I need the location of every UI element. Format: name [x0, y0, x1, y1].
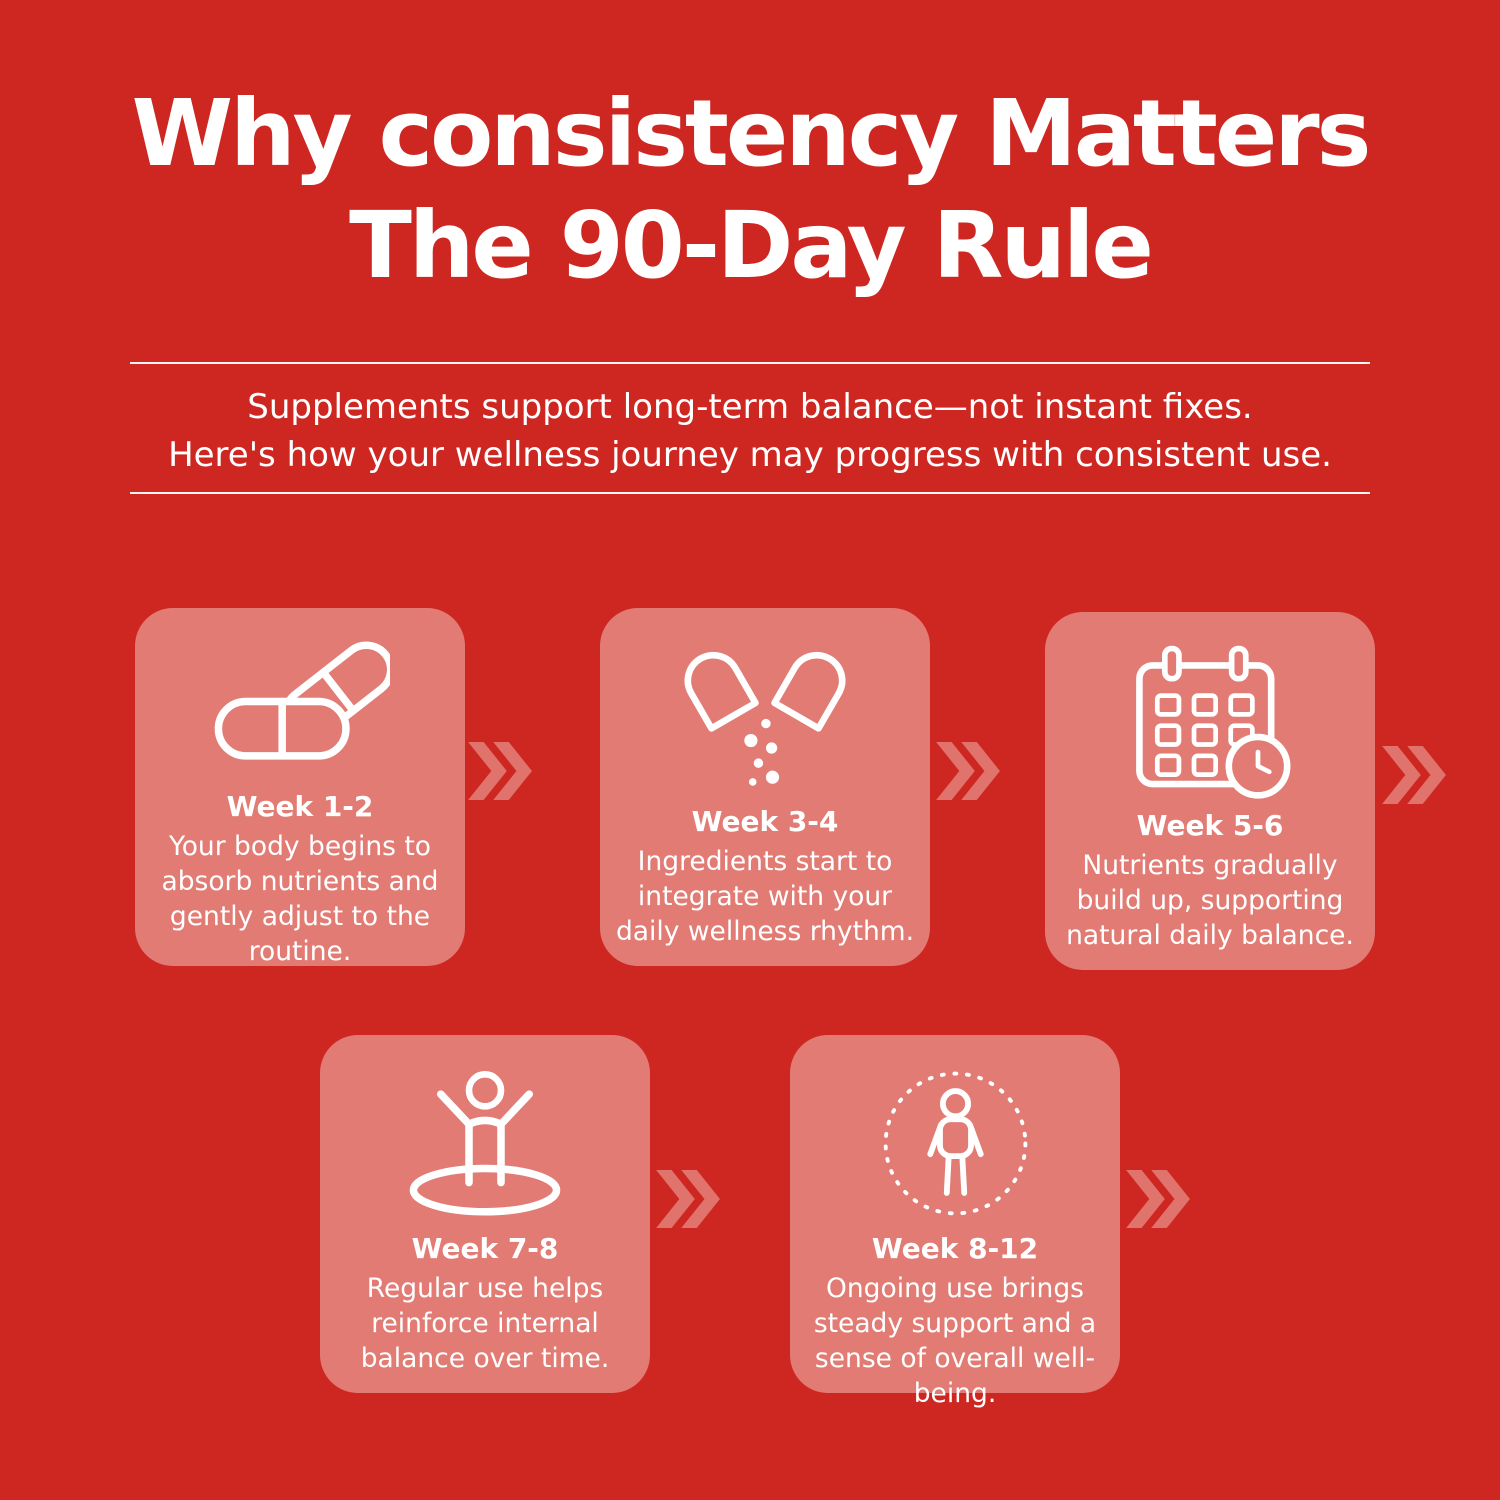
week-label: Week 1-2	[226, 790, 374, 823]
week-description: Your body begins to absorb nutrients and…	[161, 831, 439, 967]
title-line-1: Why consistency Matters	[131, 80, 1372, 187]
capsule-open-icon	[675, 634, 855, 799]
double-chevron-right-icon	[1126, 1170, 1192, 1228]
week-label: Week 8-12	[871, 1232, 1039, 1265]
calendar-clock-icon	[1120, 638, 1300, 803]
divider-bottom	[130, 492, 1370, 494]
week-7-8-card: Week 7-8 Regular use helps reinforce int…	[320, 1035, 650, 1393]
divider-top	[130, 362, 1370, 364]
subtitle-line-1: Supplements support long-term balance—no…	[247, 387, 1253, 427]
week-description: Nutrients gradually build up, supporting…	[1066, 850, 1354, 952]
week-8-12-card: Week 8-12 Ongoing use brings steady supp…	[790, 1035, 1120, 1409]
week-label: Week 7-8	[411, 1232, 559, 1266]
double-chevron-right-icon	[936, 742, 1002, 800]
week-label: Week 3-4	[691, 805, 839, 839]
week-description: Ingredients start to integrate with your…	[615, 846, 915, 948]
week-3-4-card: Week 3-4 Ingredients start to integrate …	[600, 608, 930, 966]
double-chevron-right-icon	[1382, 746, 1448, 804]
week-label: Week 5-6	[1136, 809, 1284, 843]
week-5-6-card: Week 5-6 Nutrients gradually build up, s…	[1045, 612, 1375, 970]
pills-icon	[210, 634, 390, 784]
week-description: Ongoing use brings steady support and a …	[813, 1273, 1097, 1409]
double-chevron-right-icon	[656, 1170, 722, 1228]
subtitle-line-2: Here's how your wellness journey may pro…	[168, 435, 1332, 476]
person-jump-icon	[390, 1061, 580, 1226]
title-line-2: The 90-Day Rule	[349, 192, 1154, 300]
subtitle: Supplements support long-term balance—no…	[0, 383, 1500, 480]
week-1-2-card: Week 1-2 Your body begins to absorb nutr…	[135, 608, 465, 967]
person-circle-icon	[873, 1061, 1038, 1226]
page-title: Why consistency Matters The 90-Day Rule	[0, 78, 1500, 302]
week-description: Regular use helps reinforce internal bal…	[360, 1273, 610, 1375]
double-chevron-right-icon	[468, 742, 534, 800]
